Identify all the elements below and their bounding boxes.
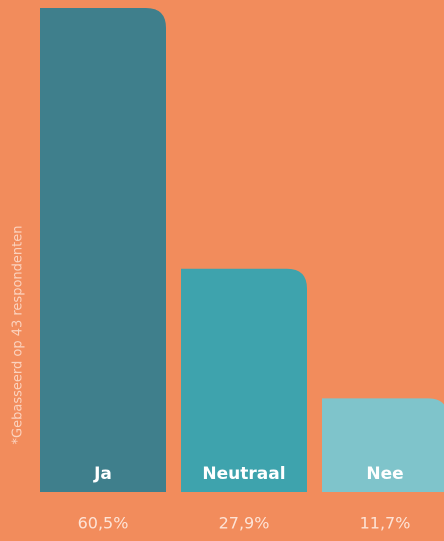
value-label: 11,7% [360,514,411,533]
value-label: 60,5% [78,514,129,533]
annotation: *Gebasseerd op 43 respondenten [11,226,26,445]
bar [40,8,166,492]
bar [181,268,307,492]
value-label: 27,9% [219,514,270,533]
category-label: Nee [366,464,403,484]
bar [322,398,444,492]
category-label: Ja [93,464,112,484]
category-label: Neutraal [202,464,285,484]
